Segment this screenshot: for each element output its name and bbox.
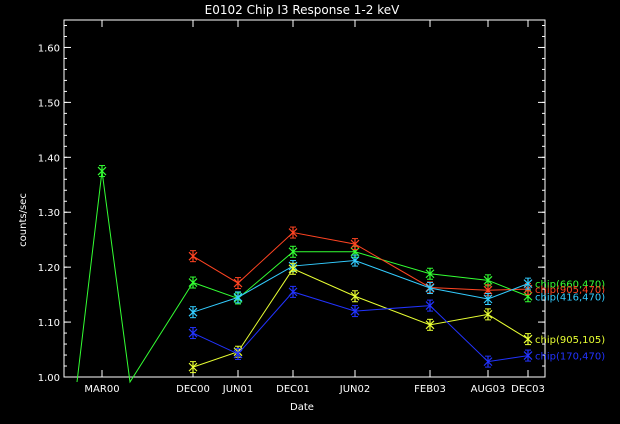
series-line (192, 232, 529, 291)
x-axis-ticks: MAR00 DEC00 JUN01 DEC01 JUN02 FEB03 AUG03 DEC03 (84, 20, 545, 395)
data-point-marker (188, 251, 198, 262)
data-point-marker (288, 263, 298, 274)
data-point-marker (523, 334, 533, 345)
y-axis-ticks: 1.00 1.10 1.20 1.30 1.40 1.50 1.60 (38, 24, 545, 384)
x-tick-label: MAR00 (84, 384, 119, 395)
y-tick-label: 1.60 (38, 43, 60, 54)
y-tick-label: 1.50 (38, 98, 60, 109)
data-point-marker (483, 356, 493, 367)
series-line (192, 260, 529, 313)
y-tick-label: 1.20 (38, 263, 60, 274)
y-tick-label: 1.10 (38, 318, 60, 329)
data-point-marker (483, 309, 493, 320)
x-tick-label: DEC01 (276, 384, 310, 395)
series-line (76, 170, 529, 384)
data-point-marker (350, 291, 360, 302)
data-point-marker (523, 350, 533, 361)
series-5 (188, 285, 533, 368)
data-point-marker (350, 255, 360, 266)
data-point-marker (188, 362, 198, 373)
data-point-marker (288, 227, 298, 238)
chart-title: E0102 Chip I3 Response 1-2 keV (205, 3, 400, 17)
data-point-marker (350, 306, 360, 317)
legend-label: chip(905,470) (535, 285, 605, 296)
data-point-marker (233, 348, 243, 359)
data-point-marker (188, 328, 198, 339)
series-layer (76, 165, 533, 384)
data-point-marker (523, 278, 533, 289)
x-tick-label: JUN01 (222, 384, 253, 395)
data-point-marker (188, 277, 198, 288)
legend-label: chip(416,470) (535, 292, 605, 303)
series-3 (188, 254, 533, 319)
data-point-marker (425, 268, 435, 279)
x-tick-label: AUG03 (471, 384, 506, 395)
series-line (192, 291, 529, 363)
x-tick-label: JUN02 (339, 384, 370, 395)
series-2 (188, 226, 533, 297)
legend: chip(660,470)chip(905,470)chip(416,470) c… (535, 280, 605, 363)
y-tick-label: 1.40 (38, 153, 60, 164)
legend-label: chip(170,470) (535, 352, 605, 363)
data-point-marker (288, 286, 298, 297)
x-tick-label: FEB03 (414, 384, 446, 395)
plot-frame (63, 19, 546, 378)
x-tick-label: DEC00 (176, 384, 210, 395)
y-axis-label: counts/sec (18, 193, 29, 247)
data-point-marker (425, 319, 435, 330)
data-point-marker (288, 246, 298, 257)
data-point-marker (425, 300, 435, 311)
legend-label: chip(905,105) (535, 335, 605, 346)
data-point-marker (97, 166, 107, 177)
data-point-marker (233, 292, 243, 303)
x-axis-label: Date (290, 402, 314, 413)
y-tick-label: 1.00 (38, 373, 60, 384)
data-point-marker (425, 283, 435, 294)
data-point-marker (483, 275, 493, 286)
y-tick-label: 1.30 (38, 208, 60, 219)
data-point-marker (350, 239, 360, 250)
legend-label: chip(660,470) (535, 280, 605, 291)
data-point-marker (188, 307, 198, 318)
x-tick-label: DEC03 (511, 384, 545, 395)
data-point-marker (483, 294, 493, 305)
data-point-marker (233, 278, 243, 289)
